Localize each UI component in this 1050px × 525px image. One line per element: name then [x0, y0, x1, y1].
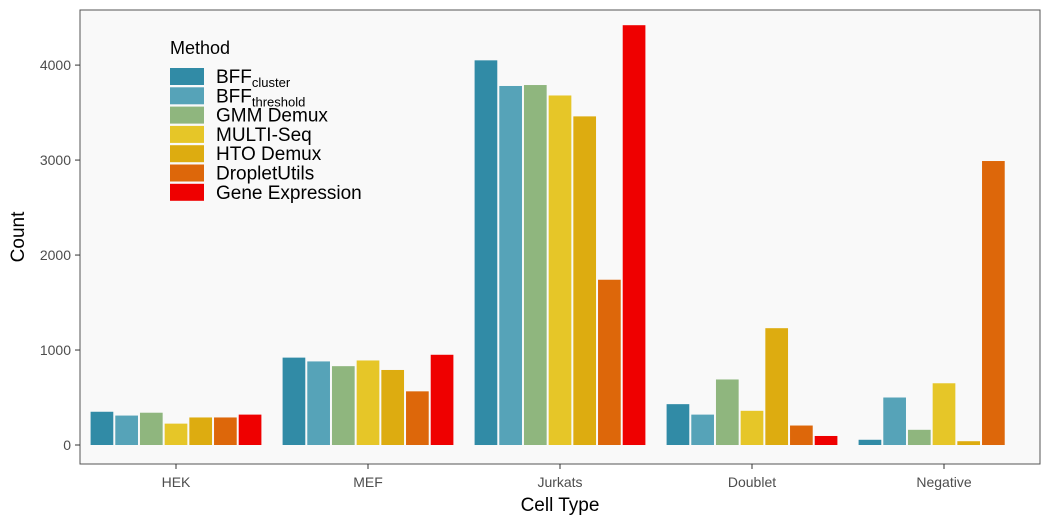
- bar-doublet-series-6: [814, 435, 838, 445]
- x-axis-title: Cell Type: [521, 495, 600, 516]
- x-tick-label-negative: Negative: [916, 474, 971, 490]
- bar-hek-series-6: [238, 414, 262, 445]
- y-tick-label: 0: [63, 437, 71, 453]
- legend-key-2: [170, 106, 204, 124]
- bar-hek-series-5: [214, 417, 237, 445]
- y-axis-title: Count: [8, 211, 29, 262]
- y-tick-label: 3000: [40, 152, 71, 168]
- legend-label-0: BFFcluster: [216, 67, 291, 90]
- y-tick-label: 2000: [40, 247, 71, 263]
- bars-group: [90, 25, 1005, 446]
- x-tick-label-mef: MEF: [353, 474, 383, 490]
- bar-jurkats-series-5: [598, 279, 621, 445]
- bar-jurkats-series-2: [523, 85, 547, 445]
- bar-jurkats-series-0: [474, 60, 498, 446]
- legend-key-5: [170, 164, 204, 182]
- bar-negative-series-5: [982, 161, 1005, 446]
- legend-key-3: [170, 125, 204, 143]
- bar-mef-series-2: [331, 366, 355, 445]
- y-tick-label: 4000: [40, 57, 71, 73]
- bar-doublet-series-0: [666, 404, 690, 445]
- legend-label-5: DropletUtils: [216, 164, 314, 185]
- x-tick-label-jurkats: Jurkats: [537, 474, 582, 490]
- bar-mef-series-4: [381, 369, 405, 445]
- bar-negative-series-4: [957, 441, 981, 446]
- bar-doublet-series-4: [765, 328, 789, 445]
- legend-title: Method: [170, 38, 230, 58]
- bar-hek-series-0: [90, 411, 114, 445]
- bar-mef-series-6: [430, 354, 454, 445]
- bar-doublet-series-3: [740, 410, 764, 445]
- bar-jurkats-series-3: [548, 95, 572, 445]
- legend-label-4: HTO Demux: [216, 144, 322, 165]
- legend-key-6: [170, 183, 204, 201]
- y-axis: 0 1000 2000 3000 4000: [40, 57, 80, 453]
- legend-key-0: [170, 68, 204, 85]
- legend-label-6: Gene Expression: [216, 183, 362, 204]
- legend-label-1: BFFthreshold: [216, 86, 305, 109]
- bar-hek-series-3: [164, 423, 188, 445]
- x-tick-label-hek: HEK: [162, 474, 191, 490]
- bar-jurkats-series-4: [573, 116, 597, 446]
- bar-mef-series-1: [307, 361, 330, 445]
- x-axis: HEK MEF Jurkats Doublet Negative: [162, 464, 972, 490]
- bar-negative-series-3: [932, 383, 956, 446]
- bar-doublet-series-5: [790, 425, 813, 445]
- bar-mef-series-5: [406, 391, 429, 445]
- bar-mef-series-3: [356, 360, 380, 445]
- bar-hek-series-1: [115, 415, 138, 445]
- legend-label-2: GMM Demux: [216, 106, 328, 127]
- legend-key-4: [170, 145, 204, 163]
- bar-hek-series-4: [189, 417, 213, 445]
- legend-key-1: [170, 87, 204, 105]
- y-tick-label: 1000: [40, 342, 71, 358]
- bar-doublet-series-2: [715, 379, 739, 446]
- bar-hek-series-2: [139, 412, 163, 445]
- bar-negative-series-0: [858, 439, 882, 445]
- x-tick-label-doublet: Doublet: [728, 474, 776, 490]
- bar-mef-series-0: [282, 357, 306, 445]
- legend-label-3: MULTI-Seq: [216, 125, 312, 146]
- bar-doublet-series-1: [691, 414, 714, 445]
- bar-jurkats-series-6: [622, 25, 646, 446]
- bar-negative-series-1: [883, 397, 906, 445]
- bar-jurkats-series-1: [499, 85, 522, 445]
- bar-negative-series-2: [907, 429, 931, 446]
